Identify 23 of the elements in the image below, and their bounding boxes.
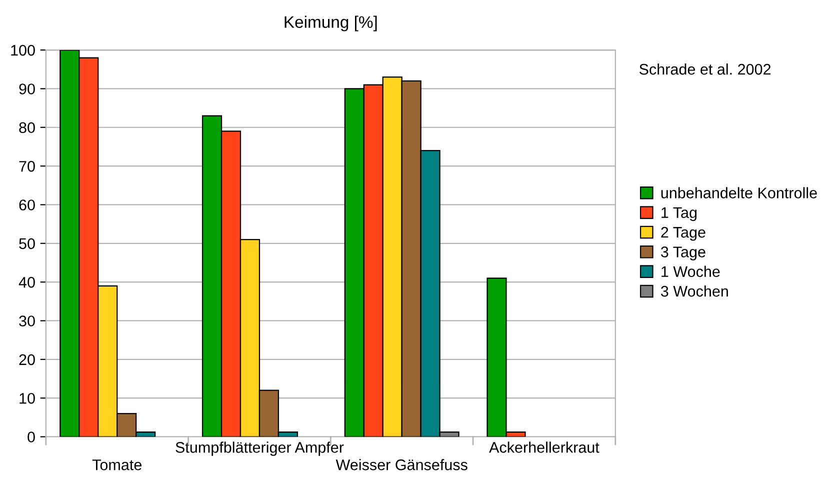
- x-tick-label: Tomate: [92, 460, 142, 470]
- y-tick-label: 10: [20, 392, 35, 404]
- legend-label: unbehandelte Kontrolle: [661, 187, 817, 198]
- legend-label: 1 Tag: [662, 207, 697, 222]
- y-tick-label: 20: [19, 354, 35, 366]
- chart-title: Keimung [%]: [284, 16, 377, 32]
- legend-label: 3 Wochen: [660, 285, 728, 297]
- y-tick-label: 50: [19, 238, 35, 250]
- legend-label: 2 Tage: [661, 226, 706, 241]
- legend-label: 3 Tage: [660, 246, 706, 260]
- x-tick-label: Weisser Gänsefuss: [336, 459, 468, 470]
- text: Schrade et al. 2002: [639, 63, 771, 75]
- y-tick-label: 100: [11, 44, 35, 56]
- y-tick-label: 70: [19, 160, 35, 172]
- y-tick-label: 30: [19, 316, 35, 326]
- x-tick-label: Ackerhellerkraut: [489, 442, 600, 453]
- y-tick-label: 60: [19, 200, 35, 210]
- y-tick-label: 80: [19, 122, 35, 134]
- y-tick-label: 90: [19, 84, 35, 94]
- legend-label: 1 Woche: [662, 266, 720, 278]
- x-tick-label: Stumpfblätteriger Ampfer: [176, 442, 344, 456]
- y-tick-label: 40: [18, 276, 35, 288]
- y-tick-label: 0: [28, 432, 35, 442]
